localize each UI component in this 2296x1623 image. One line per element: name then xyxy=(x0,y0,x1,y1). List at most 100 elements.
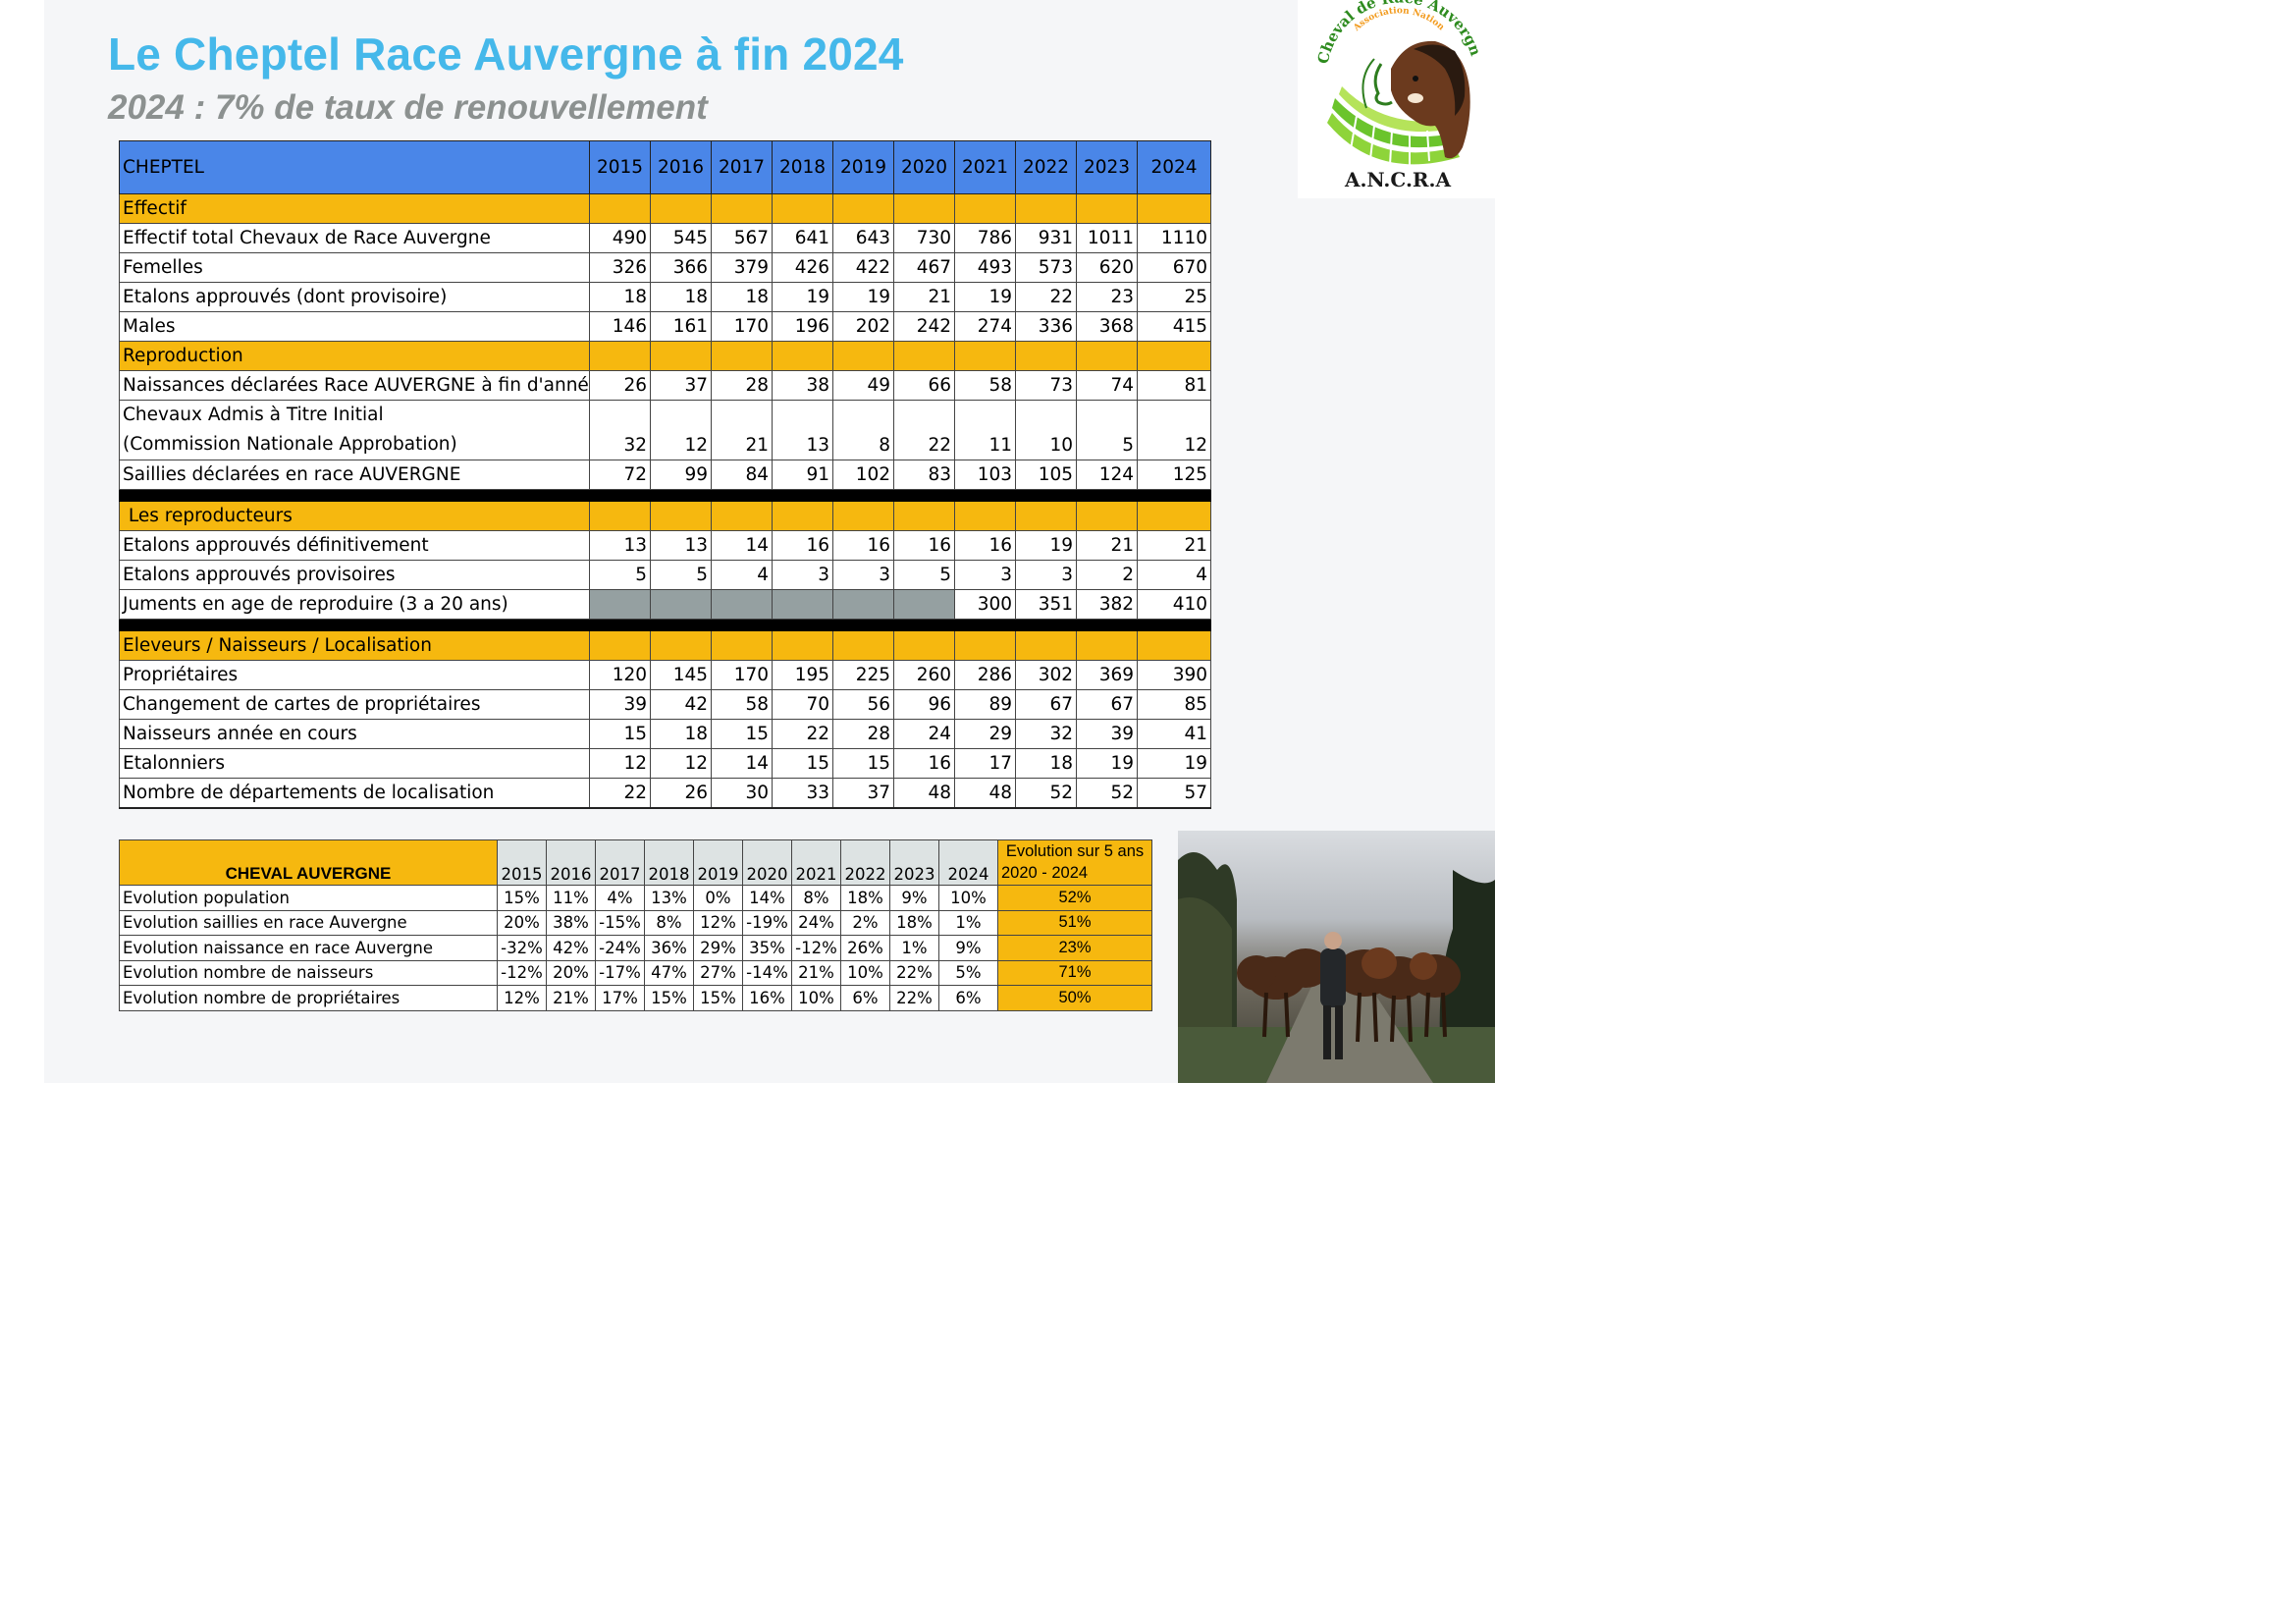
cell-value: 29 xyxy=(954,719,1016,749)
evo-five-year-line: 2020 - 2024 xyxy=(1001,864,1089,882)
horses-photo xyxy=(1178,831,1495,1083)
cell-value: 102 xyxy=(832,460,894,490)
cell-value: 73 xyxy=(1015,370,1077,401)
cell-value: 120 xyxy=(589,660,651,690)
cell-value: 33 xyxy=(772,778,833,809)
evo-cell: 5% xyxy=(938,959,998,986)
evo-cell: 8% xyxy=(644,909,694,936)
cell-value xyxy=(650,589,712,620)
cell-value: 5 xyxy=(589,560,651,590)
cell-value: 300 xyxy=(954,589,1016,620)
cell-value: 14 xyxy=(711,530,773,561)
evo-row-label: Evolution saillies en race Auvergne xyxy=(119,909,498,936)
cell-value: 19 xyxy=(1137,748,1211,779)
evo-cell: 1% xyxy=(889,935,939,961)
cell-value: 225 xyxy=(832,660,894,690)
cell-value: 21 xyxy=(711,400,773,460)
evo-cell: 47% xyxy=(644,959,694,986)
evo-header-year: 2024 xyxy=(938,839,998,886)
evo-cell: 12% xyxy=(693,909,743,936)
section-cell xyxy=(772,501,833,531)
cell-value: 4 xyxy=(711,560,773,590)
cell-value: 21 xyxy=(1076,530,1138,561)
section-label: Reproduction xyxy=(119,341,590,371)
cell-value: 5 xyxy=(893,560,955,590)
cell-value: 16 xyxy=(772,530,833,561)
cell-value: 99 xyxy=(650,460,712,490)
row-label: Nombre de départements de localisation xyxy=(119,778,590,809)
evo-five-year-cell: 50% xyxy=(997,985,1152,1011)
cell-value: 125 xyxy=(1137,460,1211,490)
section-cell xyxy=(1015,630,1077,661)
cell-value: 30 xyxy=(711,778,773,809)
evo-cell: 11% xyxy=(546,885,596,911)
section-row-reproducteurs: Les reproducteurs xyxy=(119,501,1211,531)
cell-value: 67 xyxy=(1015,689,1077,720)
section-row-eleveurs: Eleveurs / Naisseurs / Localisation xyxy=(119,630,1211,661)
cell-value: 730 xyxy=(893,223,955,253)
cell-value: 336 xyxy=(1015,311,1077,342)
cell-value: 32 xyxy=(1015,719,1077,749)
table-row: Etalonniers 12 12 14 15 15 16 17 18 19 19 xyxy=(119,748,1211,779)
header-cheptel: CHEPTEL xyxy=(119,140,590,194)
cell-value: 28 xyxy=(832,719,894,749)
cell-value: 15 xyxy=(832,748,894,779)
evolution-table: CHEVAL AUVERGNE 2015 2016 2017 2018 2019 2020 2… xyxy=(119,839,1152,1011)
table-row: Juments en age de reproduire (3 a 20 ans… xyxy=(119,589,1211,620)
row-label: Propriétaires xyxy=(119,660,590,690)
row-label: Saillies déclarées en race AUVERGNE xyxy=(119,460,590,490)
header-year: 2021 xyxy=(954,140,1016,194)
evo-row-label: Evolution nombre de propriétaires xyxy=(119,985,498,1011)
cell-value: 42 xyxy=(650,689,712,720)
cell-value: 16 xyxy=(832,530,894,561)
cell-value: 84 xyxy=(711,460,773,490)
cell-value: 573 xyxy=(1015,252,1077,283)
header-year: 2015 xyxy=(589,140,651,194)
evo-cell: 27% xyxy=(693,959,743,986)
header-year: 2017 xyxy=(711,140,773,194)
evo-cell: -24% xyxy=(595,935,645,961)
section-cell xyxy=(1137,630,1211,661)
section-cell xyxy=(650,193,712,224)
cell-value: 22 xyxy=(1015,282,1077,312)
cell-value: 1110 xyxy=(1137,223,1211,253)
cell-value: 641 xyxy=(772,223,833,253)
evo-header-year: 2016 xyxy=(546,839,596,886)
cell-value: 58 xyxy=(954,370,1016,401)
cell-value: 96 xyxy=(893,689,955,720)
evo-row: Evolution naissance en race Auvergne -32%… xyxy=(119,935,1152,961)
cell-value: 72 xyxy=(589,460,651,490)
header-year: 2024 xyxy=(1137,140,1211,194)
section-cell xyxy=(711,630,773,661)
cell-value: 83 xyxy=(893,460,955,490)
section-cell xyxy=(772,630,833,661)
evo-cell: 2% xyxy=(840,909,890,936)
evo-cell: 0% xyxy=(693,885,743,911)
cell-value: 11 xyxy=(954,400,1016,460)
cell-value: 67 xyxy=(1076,689,1138,720)
row-label: Chevaux Admis à Titre Initial (Commission… xyxy=(119,400,590,460)
header-year: 2016 xyxy=(650,140,712,194)
evo-header-year: 2021 xyxy=(791,839,841,886)
table-row: Chevaux Admis à Titre Initial (Commission… xyxy=(119,400,1211,460)
evo-cell: 18% xyxy=(840,885,890,911)
cell-value: 91 xyxy=(772,460,833,490)
table-row: Males 146 161 170 196 202 242 274 336 368 415 xyxy=(119,311,1211,342)
cell-value: 28 xyxy=(711,370,773,401)
evo-five-year-header: Evolution sur 5 ans 2020 - 2024 xyxy=(997,839,1152,886)
cell-value: 12 xyxy=(650,400,712,460)
cell-value: 19 xyxy=(772,282,833,312)
row-label: Naissances déclarées Race AUVERGNE à fin… xyxy=(119,370,590,401)
cell-value: 21 xyxy=(893,282,955,312)
row-label-line: Chevaux Admis à Titre Initial xyxy=(123,405,384,425)
cell-value: 37 xyxy=(832,778,894,809)
evo-cell: 14% xyxy=(742,885,792,911)
evo-five-year-cell: 23% xyxy=(997,935,1152,961)
page-title: Le Cheptel Race Auvergne à fin 2024 xyxy=(108,28,904,80)
header-year: 2023 xyxy=(1076,140,1138,194)
cell-value: 12 xyxy=(589,748,651,779)
evo-five-year-cell: 52% xyxy=(997,885,1152,911)
row-label: Etalons approuvés définitivement xyxy=(119,530,590,561)
section-cell xyxy=(954,501,1016,531)
cell-value: 286 xyxy=(954,660,1016,690)
